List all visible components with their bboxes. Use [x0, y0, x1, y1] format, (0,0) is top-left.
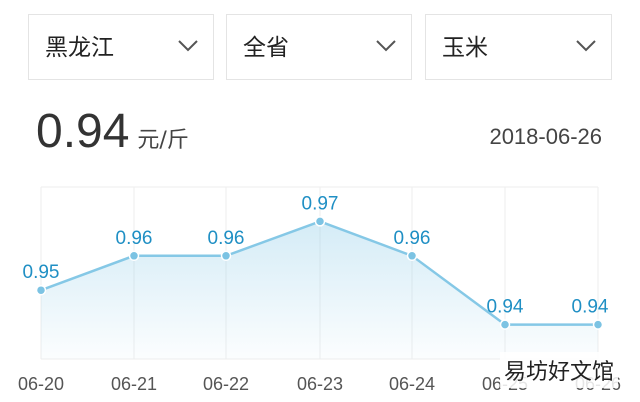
price-summary: 0.94 元/斤	[36, 104, 189, 164]
chevron-down-icon	[576, 40, 596, 52]
x-tick-label: 06-20	[18, 374, 64, 394]
data-label: 0.96	[116, 228, 153, 249]
province-select[interactable]: 黑龙江	[28, 14, 214, 80]
chevron-down-icon	[376, 40, 396, 52]
crop-select[interactable]: 玉米	[425, 14, 612, 80]
x-tick-label: 06-21	[111, 374, 157, 394]
x-tick-label: 06-24	[389, 374, 435, 394]
price-unit: 元/斤	[137, 128, 189, 153]
data-point	[592, 319, 604, 330]
data-point	[314, 216, 326, 227]
data-point	[499, 319, 511, 330]
data-label: 0.96	[394, 228, 431, 249]
data-label: 0.95	[23, 262, 60, 283]
scope-select[interactable]: 全省	[226, 14, 412, 80]
data-label: 0.94	[487, 297, 524, 318]
price-date: 2018-06-26	[489, 124, 602, 149]
province-select-value: 黑龙江	[45, 35, 114, 61]
current-price: 0.94	[36, 105, 130, 158]
crop-select-value: 玉米	[442, 35, 488, 61]
x-tick-label: 06-22	[203, 374, 249, 394]
data-label: 0.96	[208, 228, 245, 249]
watermark: 易坊好文馆	[499, 352, 618, 388]
data-point	[406, 250, 418, 262]
data-label: 0.94	[572, 297, 609, 318]
series-area	[41, 221, 598, 359]
data-point	[128, 250, 140, 262]
x-tick-label: 06-23	[297, 374, 343, 394]
data-label: 0.97	[302, 193, 339, 214]
price-trend-chart: 0.95 0.96 0.96 0.97 0.96 0.94 0.94 06-20 06-21 06…	[18, 186, 621, 394]
data-point	[220, 250, 232, 262]
data-point	[35, 284, 47, 296]
chevron-down-icon	[178, 40, 198, 52]
scope-select-value: 全省	[243, 35, 289, 61]
